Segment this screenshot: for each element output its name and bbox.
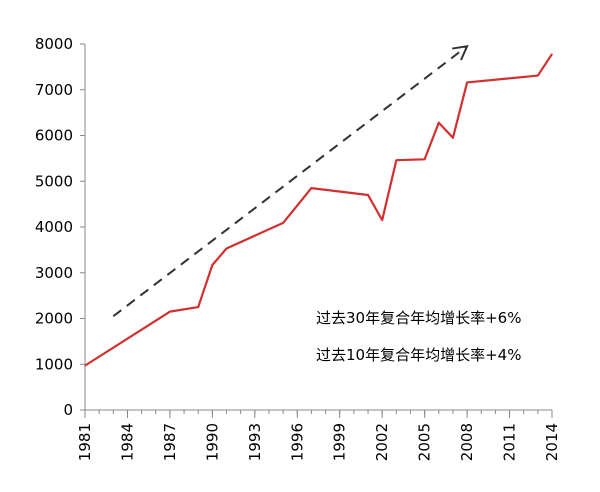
x-tick-label: 1981 [76,423,94,461]
data-point [551,53,553,55]
y-tick-label: 2000 [35,310,73,328]
data-point [424,158,426,160]
x-tick-label: 1984 [118,423,136,461]
data-point [395,159,397,161]
y-tick-label: 7000 [35,81,73,99]
annotation-10yr-cagr: 过去10年复合年均增长率+4% [316,346,521,364]
series-line [84,53,553,367]
y-tick-label: 4000 [35,218,73,236]
y-tick-label: 1000 [35,355,73,373]
y-tick-label: 5000 [35,172,73,190]
x-tick-label: 2011 [501,423,519,461]
data-point [537,74,539,77]
x-tick-label: 2014 [543,423,561,461]
y-tick-label: 0 [63,401,73,419]
x-tick-label: 1990 [203,423,221,461]
data-point [84,365,86,367]
y-axis: 0 1000 2000 3000 4000 5000 6000 7000 8000 [35,35,86,419]
data-point [225,247,228,250]
x-tick-label: 1987 [161,423,179,461]
y-tick-label: 8000 [35,35,73,53]
data-point [466,81,468,84]
data-point [169,311,171,313]
x-tick-label: 2005 [416,423,434,461]
data-point [310,187,313,189]
y-tick-label: 6000 [35,127,73,145]
y-tick-label: 3000 [35,264,73,282]
data-point [438,122,440,124]
trend-arrow [112,45,469,318]
x-axis: 1981 1984 1987 1990 1993 1996 1999 2002 2005 2008… [76,409,561,461]
x-tick-label: 1996 [288,423,306,461]
trend-arrowhead [452,45,469,61]
x-tick-label: 1999 [331,423,349,461]
annotation-30yr-cagr: 过去30年复合年均增长率+6% [316,309,521,327]
data-point [381,219,383,221]
x-tick-label: 2002 [373,423,391,461]
trend-line [112,45,468,318]
data-point [367,194,369,196]
data-point [452,137,454,139]
data-point [211,264,213,266]
x-tick-label: 2008 [458,423,476,461]
data-series [84,53,553,367]
data-point [282,222,284,224]
x-tick-label: 1993 [246,423,264,461]
data-point [197,306,199,308]
